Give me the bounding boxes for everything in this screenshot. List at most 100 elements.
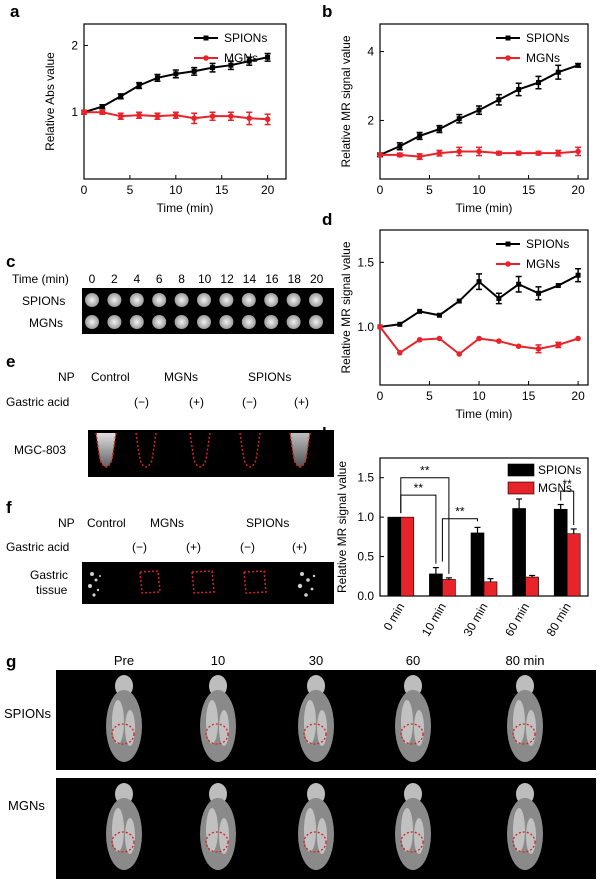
cell-pellet-image [88,430,334,477]
panel-label-a: a [10,2,20,21]
stomach-roi-outline [303,723,327,745]
h-legend-label: SPIONs [538,463,581,477]
h-ytick-label: 0.5 [357,550,374,564]
b-ytick-label: 4 [367,45,374,59]
mouse-mri-mgns [106,783,142,870]
spions-minus-pellet [239,432,261,468]
chart-h: 0.0 0.5 1.0 1.5 Relative MR signal value 0 mi… [335,457,589,639]
mouse-mri-spions [395,675,431,762]
mouse-mri-mgns [298,783,334,870]
a-point-MGNs [154,113,161,119]
d-point-MGNs [575,335,581,342]
phantom-tube-spions [264,293,279,307]
a-xtick-label: 0 [81,183,88,197]
a-point-MGNs [264,116,271,123]
f-control-label: Control [87,516,126,530]
h-bar-SPIONs [553,508,568,597]
e-gastric-acid-label: Gastric acid [6,395,70,409]
a-plot-frame [83,23,287,180]
chart-b: 0 5 10 15 20 2 4 Time (min) Relative MR signal v… [339,23,589,215]
d-point-SPIONs [555,283,561,289]
c-row-label-mgns: MGNs [29,316,63,330]
a-point-MGNs [228,113,234,119]
b-legend-label: MGNs [526,51,560,65]
phantom-tube-spions [129,293,144,307]
g-time-label: 10 [210,653,226,668]
h-sig-bracket-3-label: ** [455,505,465,519]
panel-label-g: g [6,652,17,671]
e-spions-label: SPIONs [248,370,292,384]
g-time-label: Pre [113,653,135,668]
h-category-label: 0 min [381,601,408,633]
b-point-SPIONs [535,80,541,86]
d-point-SPIONs [397,321,403,327]
e-minus-2: (−) [242,395,257,409]
h-category-label: 30 min [460,601,490,639]
mgns-minus-pellet [135,432,157,468]
c-time-label: 10 [198,272,212,286]
chart-a: 0 5 10 15 20 1 2 Time (min) Relative Abs value SP… [43,23,287,215]
c-time-label: 18 [287,272,301,286]
d-ytick-label: 1.0 [357,320,374,334]
b-point-SPIONs [516,86,522,92]
d-point-MGNs [476,335,482,342]
d-xtick-label: 15 [522,389,536,403]
a-point-SPIONs [191,68,197,74]
stomach-roi-outline [400,723,424,745]
b-point-MGNs [555,150,562,156]
cell-pellet-outlines [95,432,311,468]
a-legend-label: SPIONs [224,31,267,45]
e-mgns-label: MGNs [164,370,198,384]
e-control-label: Control [91,370,130,384]
f-minus-2: (−) [240,540,255,554]
panel-label-b: b [322,2,333,21]
a-point-MGNs [209,113,216,119]
h-legend-swatch [507,481,535,495]
tissue-outlines [88,570,316,597]
stomach-roi-outline [111,723,135,745]
a-point-MGNs [191,115,197,122]
b-point-MGNs [436,150,443,156]
mgns-minus-tissue [139,570,161,594]
b-point-MGNs [575,148,581,155]
d-point-MGNs [555,342,562,348]
d-legend-label: SPIONs [526,237,569,251]
mouse-mri-mgns [200,783,236,870]
f-mgns-label: MGNs [150,516,184,530]
d-point-MGNs [416,336,423,343]
a-point-MGNs [81,109,87,116]
a-point-MGNs [136,112,142,118]
a-xlabel: Time (min) [157,201,214,215]
h-bar-SPIONs [470,532,485,597]
mgns-plus-tissue [191,570,215,594]
f-spions-label: SPIONs [246,516,290,530]
h-ytick-label: 1.0 [357,510,374,524]
phantom-tube-mgns [152,315,167,329]
phantom-tube-spions [286,293,301,307]
h-category-label: 60 min [502,601,532,639]
phantom-tube-mgns [219,315,234,329]
a-xtick-label: 15 [215,183,229,197]
a-point-SPIONs [154,75,160,81]
a-point-SPIONs [228,62,234,68]
mouse-mri-spions [200,675,236,762]
phantom-tube-spions [197,293,211,307]
g-time-label: 60 [405,653,421,668]
b-point-SPIONs [397,143,403,149]
h-sig-bracket-2 [400,477,450,574]
mouse-mri-spions [507,675,543,762]
h-sig-bracket-3 [441,518,478,562]
a-xtick-label: 5 [127,183,134,197]
b-xtick-label: 15 [522,183,536,197]
b-point-MGNs [535,150,542,156]
c-time-label: 0 [88,272,96,286]
b-point-MGNs [416,153,423,160]
c-time-label: 8 [178,272,185,286]
d-point-SPIONs [417,308,423,314]
stomach-roi-outline [205,831,229,853]
d-point-SPIONs [436,312,442,318]
a-point-MGNs [246,115,253,122]
d-point-SPIONs [476,279,482,285]
h-sig-bracket-2-label: ** [420,464,430,478]
b-point-MGNs [476,148,482,155]
